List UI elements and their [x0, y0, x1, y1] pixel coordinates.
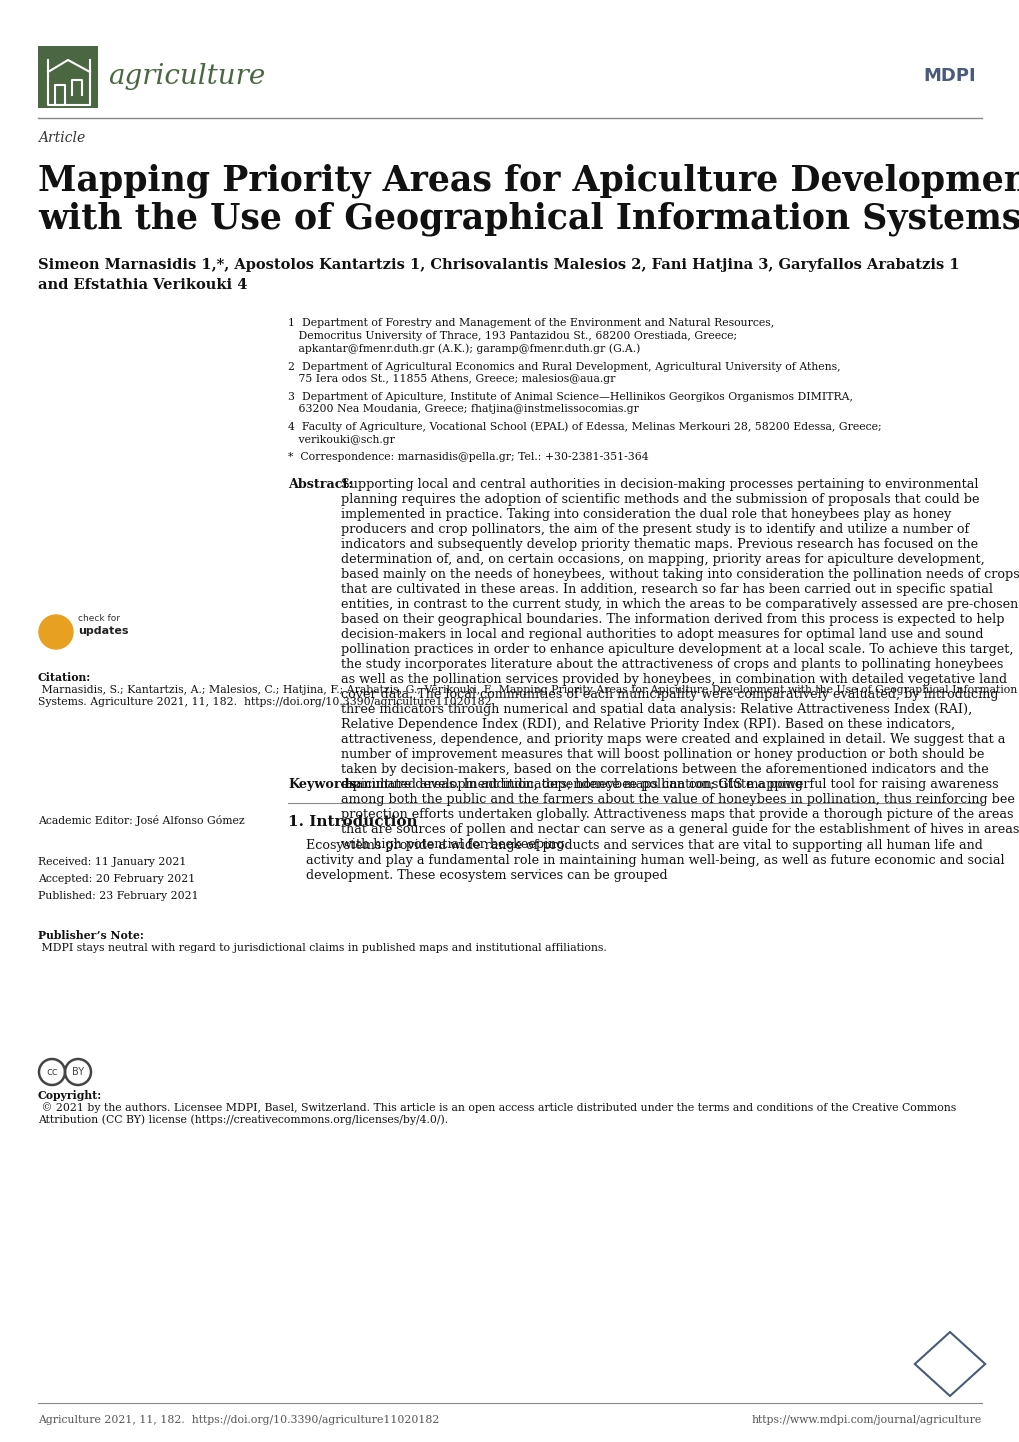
Text: 1. Introduction: 1. Introduction	[287, 815, 417, 829]
Text: *  Correspondence: marnasidis@pella.gr; Tel.: +30-2381-351-364: * Correspondence: marnasidis@pella.gr; T…	[287, 451, 648, 461]
Text: Publisher’s Note:: Publisher’s Note:	[38, 930, 144, 942]
Text: BY: BY	[72, 1067, 84, 1077]
Text: Mapping Priority Areas for Apiculture Development
with the Use of Geographical I: Mapping Priority Areas for Apiculture De…	[38, 163, 1019, 236]
Text: Marnasidis, S.; Kantartzis, A.; Malesios, C.; Hatjina, F.; Arabatzis, G.; Veriko: Marnasidis, S.; Kantartzis, A.; Malesios…	[38, 685, 1016, 707]
Text: MDPI: MDPI	[923, 66, 975, 85]
Text: Published: 23 February 2021: Published: 23 February 2021	[38, 891, 199, 901]
Text: https://www.mdpi.com/journal/agriculture: https://www.mdpi.com/journal/agriculture	[751, 1415, 981, 1425]
Text: Article: Article	[38, 131, 86, 146]
Text: Accepted: 20 February 2021: Accepted: 20 February 2021	[38, 874, 195, 884]
Text: v: v	[51, 624, 61, 639]
Text: MDPI stays neutral with regard to jurisdictional claims in published maps and in: MDPI stays neutral with regard to jurisd…	[38, 943, 606, 953]
Text: Simeon Marnasidis 1,*, Apostolos Kantartzis 1, Chrisovalantis Malesios 2, Fani H: Simeon Marnasidis 1,*, Apostolos Kantart…	[38, 258, 959, 273]
Circle shape	[39, 614, 73, 649]
Text: 1  Department of Forestry and Management of the Environment and Natural Resource: 1 Department of Forestry and Management …	[287, 319, 773, 355]
Text: Keywords:: Keywords:	[287, 779, 361, 792]
Text: and Efstathia Verikouki 4: and Efstathia Verikouki 4	[38, 278, 248, 291]
Text: 3  Department of Apiculture, Institute of Animal Science—Hellinikos Georgikos Or: 3 Department of Apiculture, Institute of…	[287, 391, 852, 414]
Text: © 2021 by the authors. Licensee MDPI, Basel, Switzerland. This article is an ope: © 2021 by the authors. Licensee MDPI, Ba…	[38, 1102, 956, 1125]
Text: Agriculture 2021, 11, 182.  https://doi.org/10.3390/agriculture11020182: Agriculture 2021, 11, 182. https://doi.o…	[38, 1415, 439, 1425]
FancyBboxPatch shape	[38, 46, 98, 108]
Text: agriculture: agriculture	[108, 63, 265, 91]
Text: 2  Department of Agricultural Economics and Rural Development, Agricultural Univ: 2 Department of Agricultural Economics a…	[287, 362, 840, 385]
Text: Ecosystems provide a wide range of products and services that are vital to suppo: Ecosystems provide a wide range of produ…	[306, 839, 1004, 883]
Text: Citation:: Citation:	[38, 672, 91, 684]
Text: Copyright:: Copyright:	[38, 1090, 102, 1102]
Text: updates: updates	[77, 626, 128, 636]
Text: cc: cc	[46, 1067, 58, 1077]
Text: Supporting local and central authorities in decision-making processes pertaining: Supporting local and central authorities…	[340, 477, 1019, 851]
Text: Abstract:: Abstract:	[287, 477, 353, 490]
Text: apiculture development indicators; honeybee pollination; GIS mapping: apiculture development indicators; honey…	[344, 779, 802, 792]
Text: 4  Faculty of Agriculture, Vocational School (EPAL) of Edessa, Melinas Merkouri : 4 Faculty of Agriculture, Vocational Sch…	[287, 421, 880, 446]
Text: Academic Editor: José Alfonso Gómez: Academic Editor: José Alfonso Gómez	[38, 815, 245, 826]
Text: check for: check for	[77, 614, 120, 623]
Text: Received: 11 January 2021: Received: 11 January 2021	[38, 857, 186, 867]
